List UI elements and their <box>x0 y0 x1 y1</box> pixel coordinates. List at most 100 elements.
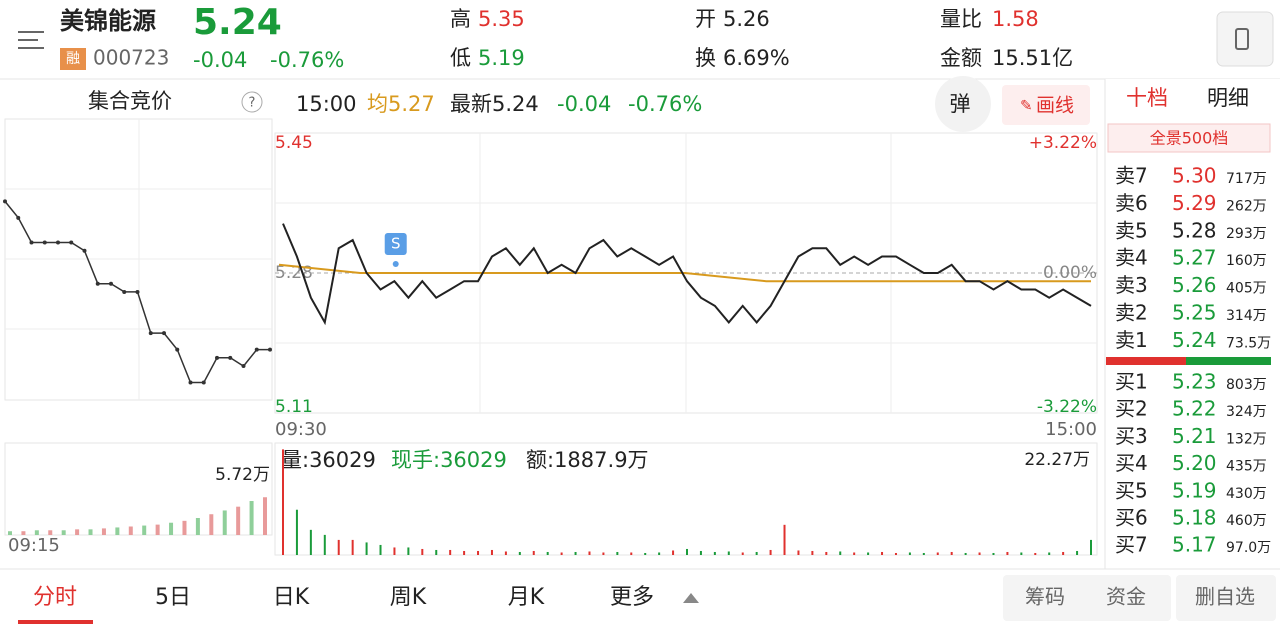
order-label: 买6 <box>1115 506 1148 530</box>
tab-detail[interactable]: 明细 <box>1207 86 1249 110</box>
auction-volume-bar <box>195 518 200 535</box>
volume-bar <box>686 548 688 555</box>
auction-volume-bar <box>61 530 66 535</box>
tag-bg <box>60 48 86 70</box>
action[interactable]: 筹码 <box>1025 585 1065 609</box>
auction-volume-bar <box>128 526 133 535</box>
draw: 画线 <box>1036 95 1074 117</box>
tab[interactable]: 更多 <box>610 585 654 610</box>
volume-bar <box>630 552 633 555</box>
volume-bar <box>365 542 368 555</box>
volume-bar <box>992 552 995 555</box>
order-label: 买3 <box>1115 424 1148 448</box>
order-volume: 460万 <box>1226 513 1267 529</box>
volume-bar <box>616 551 619 555</box>
help-icon[interactable] <box>241 91 263 113</box>
tab[interactable]: 周K <box>390 585 427 610</box>
auction-dot <box>82 248 87 253</box>
volume-bar <box>755 551 758 555</box>
volume-bar <box>379 544 382 555</box>
code: 000723 <box>93 46 169 70</box>
auction-dot <box>188 380 193 385</box>
volume-bar <box>490 549 493 555</box>
device-icon <box>1235 28 1249 50</box>
order-price: 5.26 <box>1172 273 1217 297</box>
pen-icon: ✎ <box>1020 97 1033 115</box>
signal-marker[interactable] <box>384 233 407 255</box>
auction-volume-bar <box>209 514 214 535</box>
auction-volume-bar <box>142 525 147 535</box>
volume-bar <box>421 548 424 555</box>
order-price: 5.25 <box>1172 301 1217 325</box>
high: 5.35 <box>478 7 525 31</box>
order-price: 5.29 <box>1172 191 1217 215</box>
volume-bar <box>908 552 911 555</box>
volume-bar <box>393 547 396 555</box>
volume-bar <box>477 550 480 555</box>
order-price: 5.24 <box>1172 328 1217 352</box>
volume-bar <box>560 552 563 555</box>
order-volume: 430万 <box>1226 486 1267 502</box>
volume-bar <box>978 552 981 555</box>
order-label: 卖5 <box>1115 218 1148 242</box>
volume-bar <box>644 552 647 555</box>
order-price: 5.22 <box>1172 397 1217 421</box>
high-label: 高 <box>450 7 471 31</box>
action-group <box>1176 575 1276 621</box>
order-volume: 262万 <box>1226 198 1267 214</box>
volume-bar <box>295 509 298 555</box>
tab[interactable]: 日K <box>273 585 310 610</box>
order-label: 卖1 <box>1115 328 1148 352</box>
volume-bar <box>602 552 605 555</box>
auction-dot <box>56 240 60 245</box>
volume-bar <box>853 552 856 555</box>
info-latest: 最新5.24 <box>450 92 539 116</box>
auction-dot <box>241 364 246 369</box>
tab[interactable]: 5日 <box>155 585 191 610</box>
info-avg: 均5.27 <box>367 92 435 116</box>
order-price: 5.23 <box>1172 370 1217 394</box>
auction-volume-bar <box>115 527 120 535</box>
order-label: 买2 <box>1115 397 1148 421</box>
change-pct: -0.76% <box>270 48 344 72</box>
draw-button[interactable] <box>1002 85 1090 125</box>
pop-button[interactable] <box>935 76 991 132</box>
auction-volume-bar <box>182 520 187 535</box>
tab[interactable]: 分时 <box>33 585 77 610</box>
signal-dot <box>392 261 399 267</box>
auction-dot <box>228 355 233 360</box>
auction-volume-frame <box>4 442 273 536</box>
auction-volume-bar <box>34 530 39 535</box>
order-label: 卖6 <box>1115 191 1148 215</box>
amount-label: 额:1887.9万 <box>526 448 649 472</box>
action[interactable]: 删自选 <box>1195 585 1255 609</box>
order-volume: 314万 <box>1226 308 1267 324</box>
order-label: 卖4 <box>1115 246 1148 270</box>
tab-depth[interactable]: 十档 <box>1126 86 1168 110</box>
turnover: 6.69% <box>723 46 790 70</box>
low-label: 低 <box>450 46 471 70</box>
auction-dot <box>162 331 166 336</box>
panorama: 全景500档 <box>1150 129 1229 148</box>
menu-icon[interactable] <box>18 31 44 49</box>
tab[interactable]: 月K <box>508 585 545 610</box>
tab-underline <box>18 620 93 624</box>
volume-bar <box>1034 552 1037 555</box>
order-volume: 435万 <box>1226 459 1267 475</box>
price: 5.24 <box>193 2 282 43</box>
auction-dot <box>95 281 100 286</box>
auction-dot <box>148 331 153 336</box>
open-label: 开 <box>695 7 716 31</box>
volume-bar <box>1020 552 1023 555</box>
action[interactable]: 资金 <box>1106 585 1146 609</box>
order-price: 5.17 <box>1172 533 1217 557</box>
volume-bar <box>881 551 884 555</box>
device-button[interactable] <box>1216 11 1274 67</box>
panorama-button[interactable] <box>1107 123 1271 153</box>
amount: 15.51亿 <box>992 46 1073 70</box>
auction-dot <box>122 289 127 294</box>
auction-volume-bar <box>75 529 80 535</box>
volume-bar <box>950 551 953 555</box>
order-volume: 132万 <box>1226 431 1267 447</box>
